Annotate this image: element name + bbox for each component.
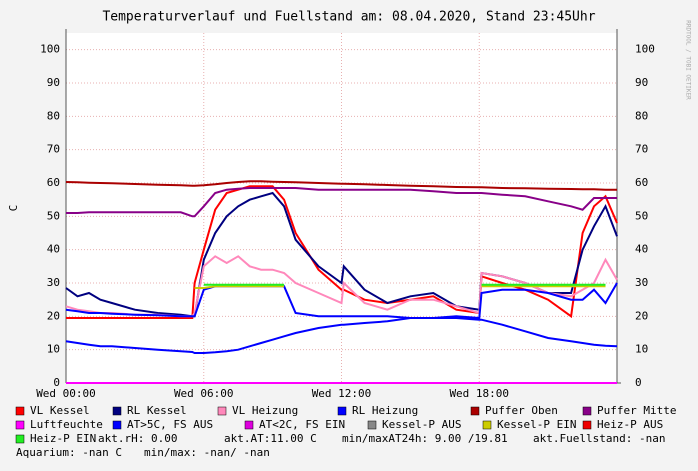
legend-swatch <box>582 420 592 430</box>
legend-label: Heiz-P EIN <box>30 432 96 445</box>
y-tick-label: 80 <box>47 109 60 122</box>
series-line <box>194 285 606 289</box>
y2-tick-label: 20 <box>635 309 648 322</box>
legend-label: Puffer Mitte <box>597 404 676 417</box>
y2-tick-label: 50 <box>635 209 648 222</box>
legend-label: VL Heizung <box>232 404 298 417</box>
status-text: akt.rH: 0.00 <box>98 432 177 445</box>
y2-tick-label: 70 <box>635 143 648 156</box>
status-text: Aquarium: -nan C <box>16 446 122 459</box>
y-tick-label: 50 <box>47 209 60 222</box>
legend-swatch <box>244 420 254 430</box>
y-tick-label: 10 <box>47 343 60 356</box>
legend-swatch <box>15 406 25 416</box>
y-tick-label: 30 <box>47 276 60 289</box>
y-axis-label: C <box>7 205 20 212</box>
legend-label: RL Kessel <box>127 404 187 417</box>
legend-swatch <box>15 420 25 430</box>
legend-label: AT<2C, FS EIN <box>259 418 345 431</box>
legend-swatch <box>112 406 122 416</box>
y-tick-label: 20 <box>47 309 60 322</box>
legend-label: AT>5C, FS AUS <box>127 418 213 431</box>
legend-swatch <box>582 406 592 416</box>
legend-label: Kessel-P EIN <box>497 418 576 431</box>
legend-label: VL Kessel <box>30 404 90 417</box>
legend-swatch <box>217 406 227 416</box>
legend-label: Puffer Oben <box>485 404 558 417</box>
legend-swatch <box>482 420 492 430</box>
legend-label: Kessel-P AUS <box>382 418 461 431</box>
legend-label: Heiz-P AUS <box>597 418 663 431</box>
legend-label: Luftfeuchte <box>30 418 103 431</box>
watermark: RRDTOOL / TOBI OETIKER <box>685 20 692 100</box>
y2-tick-label: 40 <box>635 243 648 256</box>
y2-tick-label: 30 <box>635 276 648 289</box>
legend-swatch <box>337 406 347 416</box>
y2-tick-label: 100 <box>635 43 655 56</box>
legend-swatch <box>15 434 25 444</box>
status-text: akt.AT:11.00 C <box>224 432 317 445</box>
y-tick-label: 40 <box>47 243 60 256</box>
y2-tick-label: 90 <box>635 76 648 89</box>
x-tick-label: Wed 06:00 <box>174 387 234 400</box>
legend-label: RL Heizung <box>352 404 418 417</box>
series-line <box>65 180 617 191</box>
y-tick-label: 90 <box>47 76 60 89</box>
y2-tick-label: 80 <box>635 109 648 122</box>
series-line <box>65 282 618 320</box>
x-tick-label: Wed 00:00 <box>36 387 96 400</box>
y-tick-label: 70 <box>47 143 60 156</box>
y2-tick-label: 0 <box>635 376 642 389</box>
legend-swatch <box>112 420 122 430</box>
series-line <box>66 187 617 218</box>
x-tick-label: Wed 18:00 <box>449 387 509 400</box>
y-tick-label: 0 <box>53 376 60 389</box>
status-text: akt.Fuellstand: -nan <box>533 432 665 445</box>
legend-swatch <box>367 420 377 430</box>
legend-swatch <box>470 406 480 416</box>
status-text: min/maxAT24h: 9.00 /19.81 <box>342 432 508 445</box>
y2-tick-label: 60 <box>635 176 648 189</box>
series-line <box>65 317 618 354</box>
x-tick-label: Wed 12:00 <box>312 387 372 400</box>
y2-tick-label: 10 <box>635 343 648 356</box>
y-tick-label: 100 <box>40 43 60 56</box>
status-text: min/max: -nan/ -nan <box>144 446 270 459</box>
y-tick-label: 60 <box>47 176 60 189</box>
chart-title: Temperaturverlauf und Fuellstand am: 08.… <box>102 10 595 25</box>
